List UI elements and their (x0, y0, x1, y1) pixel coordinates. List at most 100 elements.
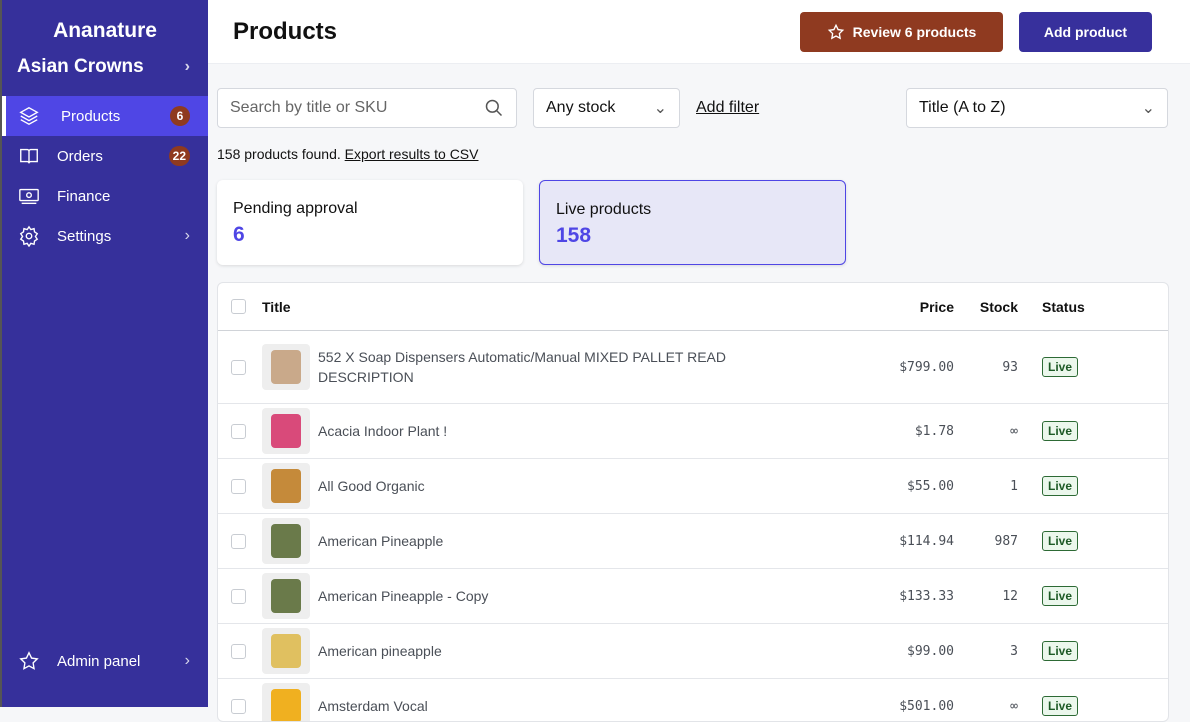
pending-approval-card[interactable]: Pending approval 6 (217, 180, 523, 265)
product-thumbnail (262, 518, 310, 564)
table-row[interactable]: All Good Organic $55.00 1 Live (218, 459, 1168, 514)
product-stock: 93 (1002, 359, 1018, 375)
live-products-card[interactable]: Live products 158 (539, 180, 846, 265)
results-count: 158 products found. (217, 146, 341, 162)
product-title[interactable]: Acacia Indoor Plant ! (318, 423, 448, 439)
row-checkbox[interactable] (231, 359, 246, 375)
product-title[interactable]: American Pineapple (318, 533, 444, 549)
results-summary: 158 products found. Export results to CS… (217, 146, 478, 162)
sidebar-item-products[interactable]: Products 6 (2, 96, 208, 136)
row-checkbox[interactable] (231, 588, 246, 604)
card-value: 6 (233, 223, 245, 246)
products-table: Title Price Stock Status 552 X Soap Disp… (217, 282, 1169, 722)
column-stock[interactable]: Stock (979, 298, 1018, 315)
search-input[interactable]: Search by title or SKU (217, 88, 517, 128)
sort-select[interactable]: Title (A to Z) ⌄ (906, 88, 1168, 128)
sort-value: Title (A to Z) (919, 99, 1006, 116)
book-icon (20, 148, 38, 164)
product-stock: ∞ (1010, 698, 1018, 714)
banknote-icon (19, 188, 39, 205)
product-thumbnail (262, 408, 310, 454)
stock-filter-value: Any stock (546, 99, 616, 116)
product-stock: 1 (1010, 478, 1018, 494)
card-label: Pending approval (233, 200, 358, 217)
table-row[interactable]: American pineapple $99.00 3 Live (218, 624, 1168, 679)
stock-filter-select[interactable]: Any stock ⌄ (533, 88, 680, 128)
product-thumbnail (262, 628, 310, 674)
row-checkbox[interactable] (231, 643, 246, 659)
chevron-right-icon: › (184, 227, 190, 244)
review-label: Review 6 products (852, 24, 977, 40)
product-price: $99.00 (907, 643, 954, 659)
store-name: Asian Crowns (17, 56, 144, 77)
product-price: $1.78 (914, 423, 954, 439)
sidebar-item-label: Products (61, 107, 121, 125)
gear-icon (19, 225, 39, 247)
sidebar-item-label: Finance (57, 187, 111, 205)
product-price: $114.94 (899, 533, 954, 549)
row-checkbox[interactable] (231, 698, 246, 714)
row-checkbox[interactable] (231, 423, 246, 439)
chevron-right-icon: › (184, 58, 190, 75)
column-title[interactable]: Title (262, 298, 291, 315)
table-header: Title Price Stock Status (218, 283, 1168, 331)
sidebar-item-label: Admin panel (57, 652, 141, 670)
product-stock: 987 (994, 533, 1018, 549)
product-thumbnail (262, 683, 310, 721)
select-all-checkbox[interactable] (231, 299, 246, 314)
column-price[interactable]: Price (919, 298, 954, 315)
search-icon (485, 99, 503, 117)
product-title[interactable]: Amsterdam Vocal (318, 698, 428, 714)
product-title[interactable]: American Pineapple - Copy (318, 588, 489, 604)
sidebar-item-orders[interactable]: Orders 22 (2, 136, 208, 176)
card-label: Live products (556, 201, 652, 218)
product-thumbnail (262, 463, 310, 509)
layers-icon (19, 106, 39, 126)
chevron-right-icon: › (184, 652, 190, 669)
add-filter-link[interactable]: Add filter (696, 99, 760, 116)
table-row[interactable]: Acacia Indoor Plant ! $1.78 ∞ Live (218, 404, 1168, 459)
sidebar: Ananature Asian Crowns › Products 6 Order… (0, 0, 208, 707)
page-title: Products (233, 18, 338, 45)
product-thumbnail (262, 573, 310, 619)
product-thumbnail (262, 344, 310, 390)
status-badge: Live (1042, 696, 1079, 716)
table-row[interactable]: Amsterdam Vocal $501.00 ∞ Live (218, 679, 1168, 721)
export-csv-link[interactable]: Export results to CSV (344, 146, 479, 162)
row-checkbox[interactable] (231, 533, 246, 549)
status-badge: Live (1042, 586, 1079, 606)
sidebar-item-finance[interactable]: Finance (2, 176, 208, 216)
status-badge: Live (1042, 476, 1079, 496)
product-title[interactable]: All Good Organic (318, 478, 425, 494)
brand-logo: Ananature (53, 19, 157, 42)
status-badge: Live (1042, 641, 1079, 661)
review-products-button[interactable]: Review 6 products (800, 12, 1003, 52)
column-status[interactable]: Status (1042, 298, 1085, 315)
star-icon (19, 651, 39, 670)
card-value: 158 (556, 224, 592, 247)
add-product-button[interactable]: Add product (1019, 12, 1152, 52)
product-title[interactable]: American pineapple (318, 643, 442, 659)
product-title[interactable]: 552 X Soap Dispensers Automatic/Manual M… (318, 349, 727, 385)
page-header: Products Review 6 products Add product (208, 0, 1190, 64)
row-checkbox[interactable] (231, 478, 246, 494)
status-badge: Live (1042, 421, 1079, 441)
product-price: $799.00 (899, 359, 954, 375)
product-stock: ∞ (1010, 423, 1018, 439)
table-row[interactable]: 552 X Soap Dispensers Automatic/Manual M… (218, 331, 1168, 404)
sidebar-item-label: Settings (57, 227, 112, 245)
product-price: $133.33 (899, 588, 954, 604)
status-badge: Live (1042, 357, 1079, 377)
store-switcher[interactable]: Asian Crowns › (2, 56, 208, 78)
table-row[interactable]: American Pineapple $114.94 987 Live (218, 514, 1168, 569)
product-stock: 12 (1002, 588, 1018, 604)
sidebar-item-admin-panel[interactable]: Admin panel › (2, 641, 208, 681)
count-badge: 6 (170, 106, 190, 126)
count-badge: 22 (168, 146, 190, 166)
table-row[interactable]: American Pineapple - Copy $133.33 12 Liv… (218, 569, 1168, 624)
search-placeholder: Search by title or SKU (230, 99, 388, 116)
chevron-down-icon: ⌄ (1141, 100, 1155, 117)
sidebar-item-label: Orders (57, 147, 103, 165)
product-price: $55.00 (907, 478, 954, 494)
sidebar-item-settings[interactable]: Settings › (2, 216, 208, 256)
